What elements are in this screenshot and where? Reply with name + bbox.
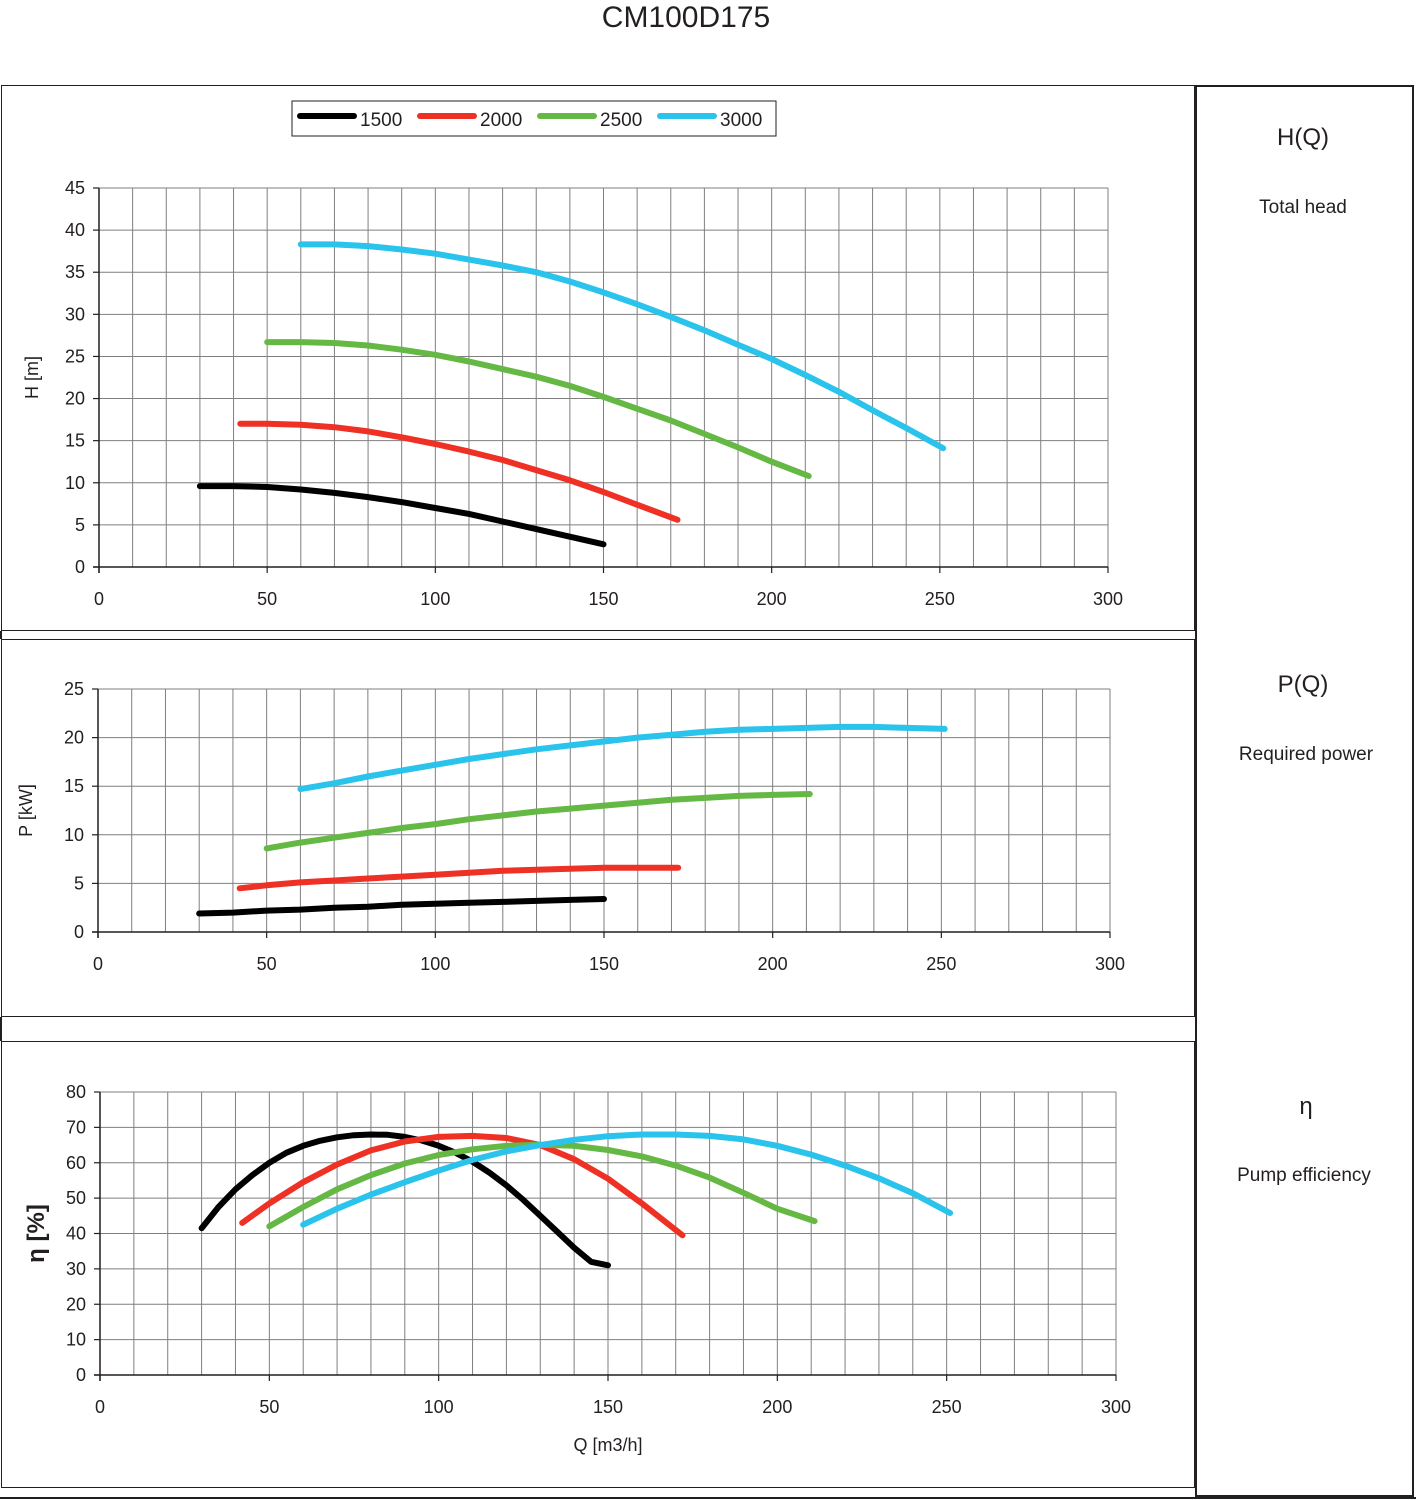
efficiency-y-tick-label: 30 [66, 1259, 86, 1279]
efficiency-x-tick-label: 150 [593, 1397, 623, 1417]
power-series-1500 [196, 896, 607, 917]
power-x-tick-label: 200 [758, 954, 788, 974]
head-x-tick-label: 150 [588, 589, 618, 609]
power-y-tick-label: 20 [64, 728, 84, 748]
power-y-tick-label: 0 [74, 922, 84, 942]
head-y-tick-label: 15 [65, 431, 85, 451]
efficiency-series-2000 [239, 1132, 686, 1239]
head-series-3000 [297, 241, 947, 452]
power-series-3000 [297, 723, 948, 793]
head-y-tick-label: 45 [65, 178, 85, 198]
power-y-tick-label: 25 [64, 679, 84, 699]
efficiency-chart: 0 10 20 30 40 50 60 70 80 0 50 100 150 200 250 300 η [%]… [23, 1082, 1131, 1455]
head-x-tick-label: 300 [1093, 589, 1123, 609]
efficiency-y-tick-label: 40 [66, 1224, 86, 1244]
legend-label-2000: 2000 [480, 110, 522, 131]
head-y-tick-label: 30 [65, 304, 85, 324]
head-y-tick-label: 20 [65, 389, 85, 409]
efficiency-x-tick-label: 200 [762, 1397, 792, 1417]
head-side-title: H(Q) [1277, 124, 1329, 151]
power-series-2000 [236, 864, 682, 892]
page-title: CM100D175 [601, 1, 771, 34]
power-y-tick-label: 10 [64, 825, 84, 845]
efficiency-series-3000 [300, 1131, 954, 1228]
head-x-tick-label: 50 [257, 589, 277, 609]
power-series-2500 [263, 791, 813, 852]
head-y-tick-label: 25 [65, 346, 85, 366]
efficiency-side-subtitle: Pump efficiency [1237, 1165, 1371, 1186]
efficiency-x-tick-label: 300 [1101, 1397, 1131, 1417]
head-grid [99, 187, 1109, 567]
head-y-tick-label: 40 [65, 220, 85, 240]
efficiency-y-tick-label: 20 [66, 1294, 86, 1314]
head-x-tick-label: 200 [757, 589, 787, 609]
efficiency-y-tick-label: 50 [66, 1188, 86, 1208]
head-series-2500 [264, 339, 812, 479]
power-x-tick-label: 250 [926, 954, 956, 974]
side-panel-frame [1195, 85, 1414, 1497]
efficiency-y-tick-label: 60 [66, 1153, 86, 1173]
efficiency-y-tick-label: 0 [76, 1365, 86, 1385]
legend-label-2500: 2500 [600, 110, 642, 131]
power-side-subtitle: Required power [1238, 744, 1374, 765]
efficiency-y-tick-label: 80 [66, 1082, 86, 1102]
efficiency-grid [100, 1091, 1117, 1375]
efficiency-x-tick-label: 50 [259, 1397, 279, 1417]
head-y-tick-label: 10 [65, 473, 85, 493]
efficiency-y-tick-label: 10 [66, 1330, 86, 1350]
head-y-tick-label: 0 [75, 557, 85, 577]
efficiency-y-axis-label: η [%] [23, 1204, 50, 1263]
power-grid [98, 688, 1111, 932]
head-x-tick-label: 100 [420, 589, 450, 609]
efficiency-x-tick-label: 100 [424, 1397, 454, 1417]
power-x-tick-label: 100 [420, 954, 450, 974]
power-y-tick-label: 5 [74, 873, 84, 893]
legend-label-3000: 3000 [720, 110, 762, 131]
power-y-axis-label: P [kW] [16, 784, 36, 837]
head-y-tick-label: 35 [65, 262, 85, 282]
head-x-tick-label: 0 [94, 589, 104, 609]
power-x-tick-label: 150 [589, 954, 619, 974]
power-y-tick-label: 15 [64, 776, 84, 796]
head-side-subtitle: Total head [1259, 197, 1347, 218]
efficiency-x-axis-label: Q [m3/h] [573, 1435, 642, 1455]
head-x-tick-label: 250 [925, 589, 955, 609]
outer-bottom-border [0, 1497, 1416, 1499]
head-y-tick-label: 5 [75, 515, 85, 535]
efficiency-y-tick-label: 70 [66, 1117, 86, 1137]
head-y-axis-label: H [m] [22, 356, 42, 399]
outer-left-tick-1 [0, 631, 2, 639]
power-x-tick-label: 50 [257, 954, 277, 974]
power-x-tick-label: 0 [93, 954, 103, 974]
efficiency-x-tick-label: 250 [932, 1397, 962, 1417]
head-series-1500 [196, 483, 607, 548]
efficiency-chart-frame [1, 1041, 1195, 1488]
power-chart-frame [1, 639, 1195, 1017]
head-series-2000 [237, 420, 681, 523]
outer-left-tick-2 [0, 1017, 2, 1041]
legend: 1500 2000 2500 3000 [291, 100, 777, 137]
legend-label-1500: 1500 [360, 110, 402, 131]
power-side-title: P(Q) [1277, 671, 1329, 698]
head-chart: 0 5 10 15 20 25 30 35 40 45 0 50 100 150 200 250 300 H [m… [22, 178, 1123, 609]
efficiency-series-1500 [198, 1131, 611, 1269]
power-x-tick-label: 300 [1095, 954, 1125, 974]
efficiency-x-tick-label: 0 [95, 1397, 105, 1417]
head-chart-frame [1, 85, 1195, 631]
efficiency-side-title: η [1299, 1093, 1313, 1120]
